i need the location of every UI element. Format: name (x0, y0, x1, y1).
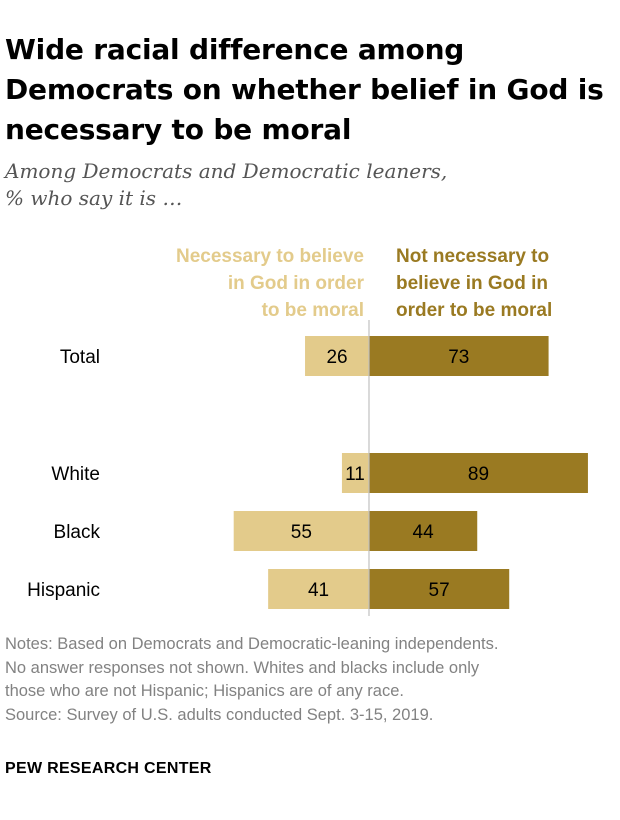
bar-necessary-black (233, 511, 369, 551)
bar-not-necessary-total (369, 336, 549, 376)
legend-not-necessary-line-2: believe in God in (396, 273, 549, 294)
chart-title: Wide racial difference among Democrats o… (5, 33, 604, 146)
source-line: Source: Survey of U.S. adults conducted … (5, 705, 434, 724)
subtitle-line-1: Among Democrats and Democratic leaners, (5, 159, 448, 183)
notes-line-2: No answer responses not shown. Whites an… (5, 658, 480, 677)
bar-not-necessary-black (369, 511, 478, 551)
bar-not-necessary-white (369, 453, 588, 493)
bar-necessary-white (341, 453, 369, 493)
chart-subtitle: Among Democrats and Democratic leaners, … (5, 158, 605, 212)
value-label-necessary-white: 11 (345, 464, 365, 485)
category-label-total: Total (60, 347, 100, 368)
legend-necessary-line-3: to be moral (261, 300, 364, 321)
bar-necessary-total (305, 336, 369, 376)
bar-not-necessary-hispanic (369, 569, 510, 609)
value-label-not-necessary-hispanic: 57 (429, 580, 450, 601)
legend-necessary-line-2: in God in order (227, 273, 364, 294)
bar-necessary-hispanic (268, 569, 369, 609)
legend-necessary: Necessary to believe in God in order to … (120, 243, 364, 324)
category-label-hispanic: Hispanic (27, 580, 100, 601)
brand-logo-text: PEW RESEARCH CENTER (5, 760, 212, 777)
legend-not-necessary-line-1: Not necessary to (396, 246, 550, 267)
notes-line-1: Notes: Based on Democrats and Democratic… (5, 635, 499, 653)
legend-not-necessary-line-3: order to be moral (396, 300, 553, 321)
value-label-necessary-black: 55 (291, 522, 312, 543)
value-label-necessary-hispanic: 41 (308, 580, 329, 601)
legend-not-necessary: Not necessary to believe in God in order… (396, 243, 616, 324)
diverging-bar-chart: Total 26 73 White 11 89 Black 55 44 Hispanic 41 57 (27, 320, 588, 616)
value-label-not-necessary-white: 89 (468, 464, 489, 485)
category-label-black: Black (54, 522, 101, 543)
chart-notes: Notes: Based on Democrats and Democratic… (5, 633, 617, 727)
value-label-necessary-total: 26 (326, 347, 347, 368)
category-label-white: White (51, 464, 100, 485)
legend-necessary-line-1: Necessary to believe (175, 246, 364, 267)
value-label-not-necessary-total: 73 (448, 347, 469, 368)
value-label-not-necessary-black: 44 (413, 522, 435, 543)
subtitle-line-2: % who say it is … (5, 186, 183, 210)
notes-line-3: those who are not Hispanic; Hispanics ar… (5, 682, 404, 700)
